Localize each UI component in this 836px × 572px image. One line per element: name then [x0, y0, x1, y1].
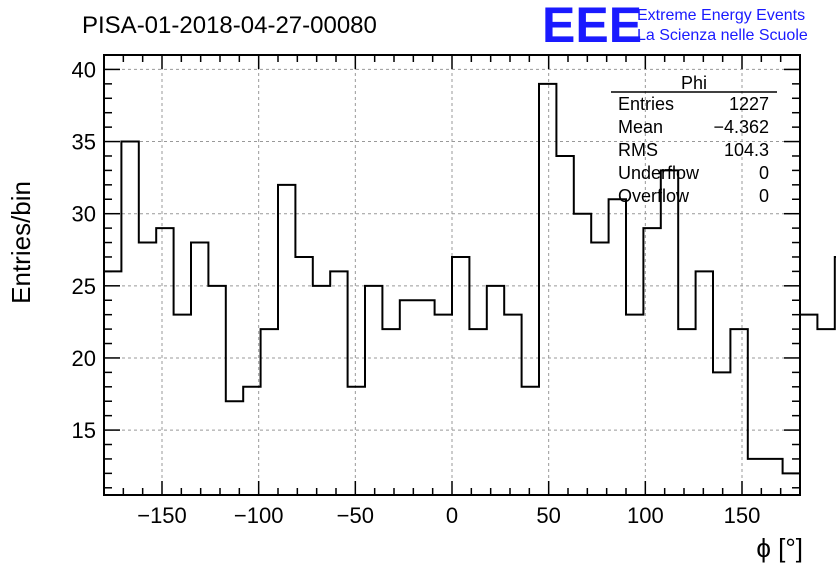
- stats-title: Phi: [681, 73, 707, 93]
- x-tick-label: −50: [337, 503, 374, 528]
- stats-row-value: −4.362: [713, 117, 769, 137]
- y-tick-label: 20: [72, 346, 96, 371]
- x-tick-label: 150: [724, 503, 761, 528]
- y-tick-label: 30: [72, 202, 96, 227]
- stats-row-value: 1227: [729, 94, 769, 114]
- eee-logo: EEE Extreme Energy Events La Scienza nel…: [542, 0, 808, 53]
- chart-title: PISA-01-2018-04-27-00080: [82, 12, 377, 39]
- y-tick-label: 35: [72, 130, 96, 155]
- logo-line-2: La Scienza nelle Scuole: [637, 27, 808, 44]
- stats-row-label: Overflow: [618, 186, 690, 206]
- logo-mark: EEE: [542, 0, 642, 53]
- y-tick-label: 25: [72, 274, 96, 299]
- stats-box: Phi Entries 1227 Mean −4.362 RMS 104.3 Underfl…: [611, 73, 777, 206]
- tick-labels: −150 −100 −50 0 50 100 150 15 20 25 30 35 40: [72, 57, 761, 528]
- x-axis-title: ϕ [°]: [756, 533, 803, 563]
- x-tick-label: 50: [536, 503, 560, 528]
- logo-line-1: Extreme Energy Events: [637, 7, 805, 24]
- stats-row-label: Mean: [618, 117, 663, 137]
- x-tick-label: 0: [446, 503, 458, 528]
- stats-row-value: 0: [759, 163, 769, 183]
- axis-ticks: [103, 54, 801, 495]
- y-axis-title: Entries/bin: [6, 181, 36, 304]
- x-tick-label: −150: [137, 503, 187, 528]
- x-tick-label: −100: [234, 503, 284, 528]
- histogram-outline: [104, 82, 836, 475]
- x-tick-label: 100: [627, 503, 664, 528]
- stats-row-label: Underflow: [618, 163, 700, 183]
- y-tick-label: 40: [72, 57, 96, 82]
- stats-row-label: Entries: [618, 94, 674, 114]
- stats-row-label: RMS: [618, 140, 658, 160]
- y-tick-label: 15: [72, 418, 96, 443]
- stats-row-value: 104.3: [724, 140, 769, 160]
- stats-row-value: 0: [759, 186, 769, 206]
